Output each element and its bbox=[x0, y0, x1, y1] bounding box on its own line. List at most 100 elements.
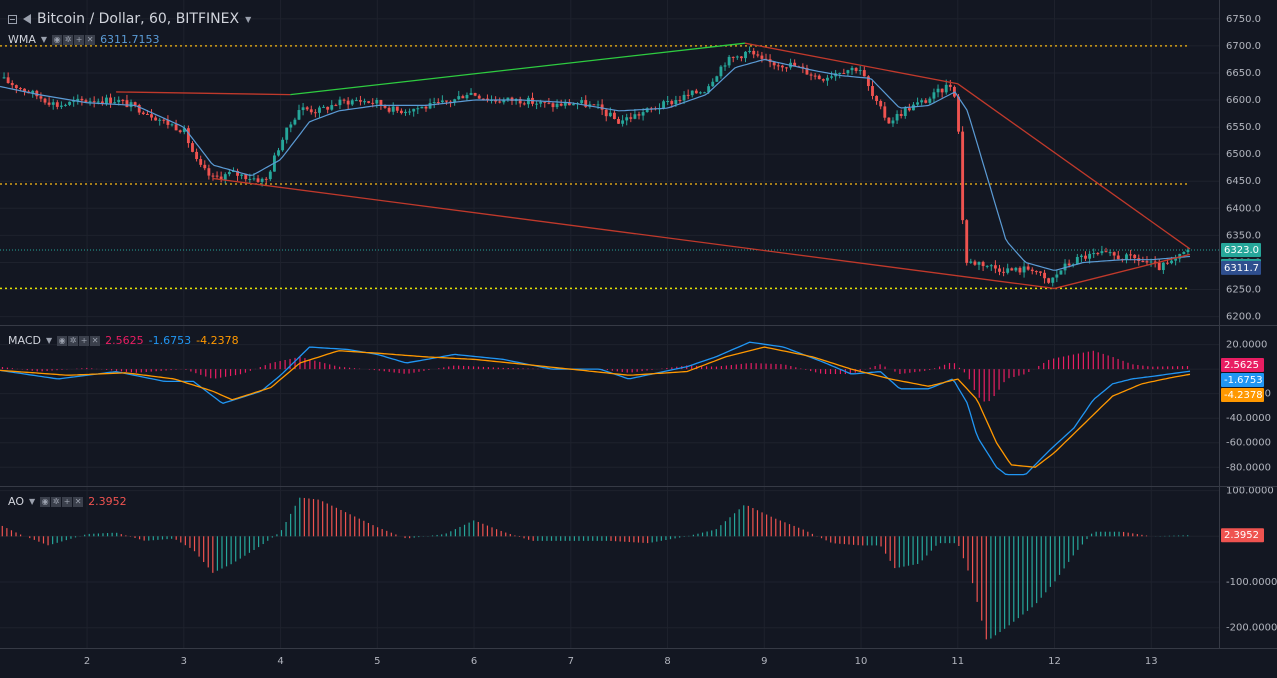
candle-body bbox=[948, 84, 952, 87]
candle-body bbox=[817, 75, 821, 80]
candle-body bbox=[342, 99, 346, 101]
trend-line-green[interactable] bbox=[290, 42, 746, 96]
wma-label[interactable]: WMA bbox=[8, 33, 36, 46]
candle-body bbox=[485, 98, 489, 101]
macd-hist-badge-bg bbox=[1221, 357, 1264, 372]
candle-body bbox=[1075, 256, 1079, 265]
ao-tick-label: -200.0000 bbox=[1226, 623, 1277, 634]
candle-body bbox=[674, 100, 678, 105]
candle-body bbox=[1051, 277, 1055, 283]
candle-body bbox=[776, 65, 780, 67]
candle-body bbox=[793, 62, 797, 67]
plus-icon[interactable]: + bbox=[62, 496, 73, 507]
candle-body bbox=[670, 101, 674, 105]
candle-body bbox=[637, 114, 641, 116]
gear-icon[interactable]: ✲ bbox=[63, 34, 74, 45]
candle-body bbox=[1166, 262, 1169, 264]
candle-body bbox=[428, 102, 432, 109]
trend-line-red[interactable] bbox=[1054, 253, 1191, 290]
close-icon[interactable]: ✕ bbox=[90, 335, 101, 346]
plus-icon[interactable]: + bbox=[74, 34, 85, 45]
candle-body bbox=[625, 117, 629, 121]
trend-line-red[interactable] bbox=[212, 177, 1055, 290]
chevron-down-icon[interactable]: ▼ bbox=[245, 14, 252, 24]
eye-icon[interactable]: ◉ bbox=[52, 34, 63, 45]
pane-separator-ao[interactable] bbox=[0, 486, 1277, 487]
candle-body bbox=[977, 261, 981, 265]
wma-last-badge-bg bbox=[1221, 260, 1261, 275]
close-icon[interactable]: ✕ bbox=[73, 496, 84, 507]
gear-icon[interactable]: ✲ bbox=[51, 496, 62, 507]
trend-line-red[interactable] bbox=[116, 91, 291, 96]
chevron-down-icon[interactable]: ▼ bbox=[45, 336, 53, 345]
candle-body bbox=[1059, 270, 1063, 275]
candle-body bbox=[850, 67, 854, 71]
pane-separator-macd[interactable] bbox=[0, 325, 1277, 326]
candle-body bbox=[186, 128, 190, 144]
candle-body bbox=[1125, 254, 1128, 260]
trend-line-red[interactable] bbox=[744, 42, 958, 85]
symbol-flag-icon[interactable] bbox=[23, 14, 31, 24]
chevron-down-icon[interactable]: ▼ bbox=[29, 497, 36, 506]
last-price-badge: 6323.0 bbox=[1224, 245, 1259, 256]
candle-body bbox=[399, 110, 403, 114]
candle-body bbox=[1014, 267, 1018, 271]
gear-icon[interactable]: ✲ bbox=[68, 335, 79, 346]
candle-body bbox=[375, 99, 379, 104]
candle-body bbox=[690, 90, 694, 96]
candle-body bbox=[137, 105, 141, 113]
candle-body bbox=[10, 83, 14, 86]
ao-tick-label: 100.0000 bbox=[1226, 486, 1274, 497]
candle-body bbox=[567, 102, 571, 106]
candle-body bbox=[985, 265, 989, 267]
candle-body bbox=[957, 96, 960, 132]
candle-body bbox=[883, 106, 887, 118]
candle-body bbox=[752, 50, 756, 55]
candle-body bbox=[891, 120, 895, 124]
candle-body bbox=[432, 102, 436, 104]
close-icon[interactable]: ✕ bbox=[85, 34, 96, 45]
macd-signal-line bbox=[0, 346, 1191, 468]
candle-body bbox=[248, 178, 252, 180]
eye-icon[interactable]: ◉ bbox=[57, 335, 68, 346]
candle-body bbox=[1129, 254, 1133, 256]
plus-icon[interactable]: + bbox=[79, 335, 90, 346]
macd-label[interactable]: MACD bbox=[8, 334, 41, 347]
ao-label[interactable]: AO bbox=[8, 495, 24, 508]
collapse-icon[interactable] bbox=[8, 14, 17, 24]
chevron-down-icon[interactable]: ▼ bbox=[40, 35, 48, 44]
candle-body bbox=[809, 74, 813, 76]
candle-body bbox=[1088, 253, 1092, 259]
candle-body bbox=[924, 100, 928, 103]
price-tick-label: 6700.0 bbox=[1226, 41, 1261, 52]
candle-body bbox=[379, 99, 383, 106]
candle-body bbox=[871, 86, 874, 96]
candle-body bbox=[96, 101, 100, 103]
trend-line-red[interactable] bbox=[957, 83, 1191, 250]
candle-body bbox=[1092, 253, 1096, 255]
symbol-title[interactable]: Bitcoin / Dollar, 60, BITFINEX bbox=[37, 11, 240, 27]
candle-body bbox=[539, 101, 543, 104]
candle-body bbox=[256, 178, 260, 182]
candle-body bbox=[6, 77, 10, 84]
eye-icon[interactable]: ◉ bbox=[40, 496, 51, 507]
candle-body bbox=[338, 99, 342, 106]
macd-line bbox=[0, 341, 1191, 476]
price-tick-label: 6250.0 bbox=[1226, 285, 1261, 296]
candle-body bbox=[862, 70, 866, 77]
candle-body bbox=[252, 178, 256, 180]
candle-body bbox=[195, 151, 199, 160]
candle-body bbox=[989, 265, 993, 267]
candle-body bbox=[354, 100, 358, 102]
time-tick-label: 3 bbox=[181, 656, 187, 667]
candle-body bbox=[100, 101, 104, 104]
candle-body bbox=[559, 103, 563, 106]
candle-body bbox=[936, 88, 940, 93]
candle-body bbox=[141, 112, 145, 114]
candle-body bbox=[1010, 268, 1014, 271]
candle-body bbox=[498, 101, 502, 103]
macd-signal-value: -4.2378 bbox=[196, 334, 239, 347]
macd-tick-label: -80.0000 bbox=[1226, 462, 1271, 473]
